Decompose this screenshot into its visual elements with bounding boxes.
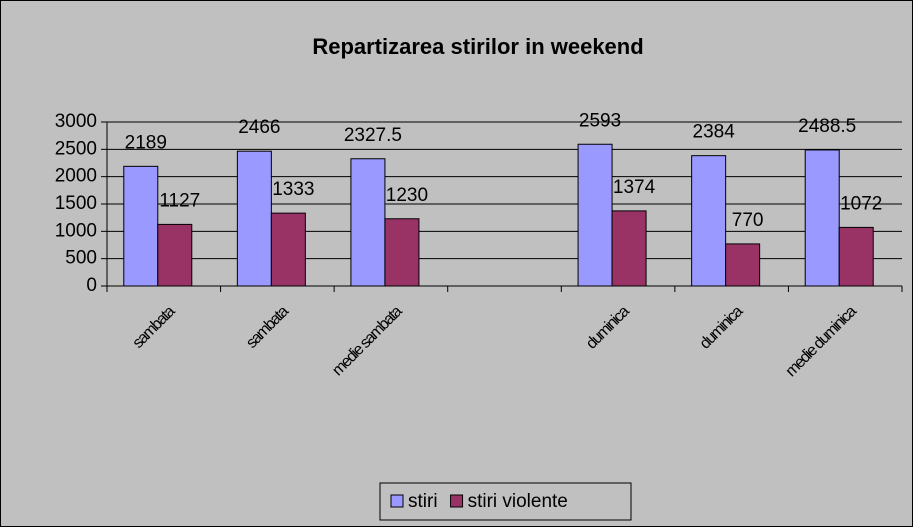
bar <box>838 226 874 287</box>
value-label: 2593 <box>579 110 621 131</box>
bar <box>236 150 272 287</box>
y-tick-label: 500 <box>65 248 97 269</box>
value-label: 1333 <box>272 179 314 200</box>
y-tick-label: 2500 <box>55 138 97 159</box>
bar <box>577 143 613 287</box>
y-tick-label: 2000 <box>55 166 97 187</box>
bar <box>725 243 761 287</box>
y-tick-label: 1500 <box>55 193 97 214</box>
bar <box>384 218 420 287</box>
value-label: 1374 <box>613 177 656 198</box>
legend <box>379 482 632 521</box>
value-label: 2189 <box>125 132 167 153</box>
bar <box>157 223 193 287</box>
bar <box>350 158 386 287</box>
value-label: 2327.5 <box>344 125 402 146</box>
legend-label: stiri violente <box>468 491 568 512</box>
bar <box>611 210 647 287</box>
value-label: 1230 <box>386 185 428 206</box>
y-tick-label: 3000 <box>55 111 97 132</box>
chart-title: Repartizarea stirilor in weekend <box>312 34 643 59</box>
bar <box>804 149 840 287</box>
value-label: 2488.5 <box>798 116 856 137</box>
legend-swatch <box>450 494 464 508</box>
legend-label: stiri <box>408 491 438 512</box>
value-label: 770 <box>732 210 764 231</box>
bar <box>123 165 159 287</box>
bar <box>691 155 727 287</box>
bar <box>270 212 306 287</box>
y-tick-label: 0 <box>86 275 97 296</box>
value-label: 2466 <box>238 117 280 138</box>
value-label: 1127 <box>159 190 200 211</box>
value-label: 2384 <box>693 122 736 143</box>
y-tick-label: 1000 <box>55 220 97 241</box>
value-label: 1072 <box>840 193 882 214</box>
legend-swatch <box>390 494 404 508</box>
